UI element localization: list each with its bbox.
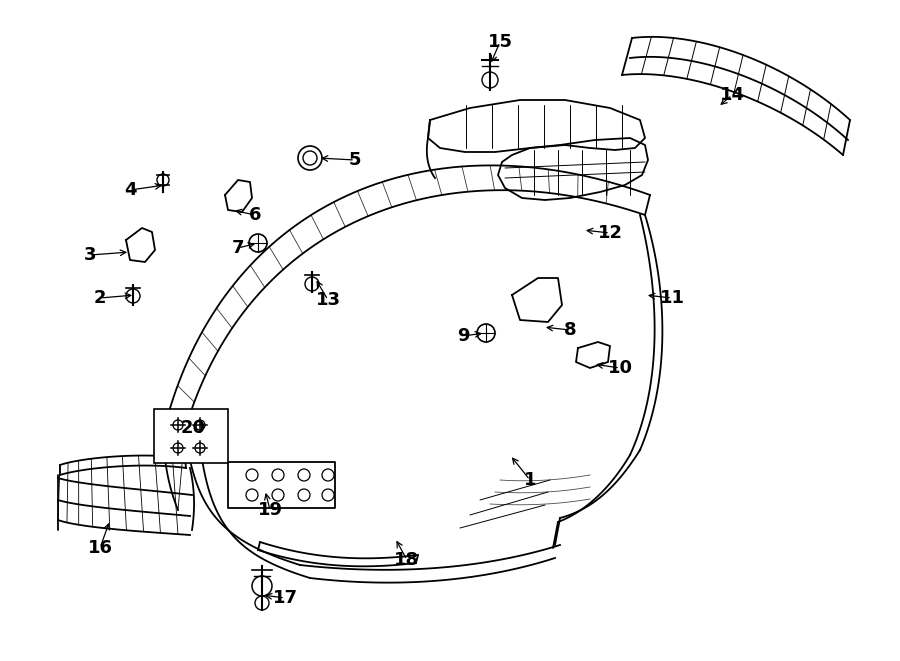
Text: 15: 15 [488,33,512,51]
Text: 5: 5 [349,151,361,169]
Text: 3: 3 [84,246,96,264]
Text: 11: 11 [660,289,685,307]
FancyBboxPatch shape [154,409,228,463]
Text: 17: 17 [273,589,298,607]
Text: 8: 8 [563,321,576,339]
Text: 2: 2 [94,289,106,307]
Text: 18: 18 [394,551,419,569]
Text: 14: 14 [719,86,744,104]
Text: 20: 20 [181,419,205,437]
Text: 7: 7 [232,239,244,257]
Text: 13: 13 [316,291,340,309]
Text: 12: 12 [598,224,623,242]
Text: 4: 4 [124,181,136,199]
Text: 1: 1 [524,471,536,489]
Text: 16: 16 [87,539,112,557]
Text: 19: 19 [257,501,283,519]
Text: 10: 10 [608,359,633,377]
Text: 9: 9 [456,327,469,345]
Text: 6: 6 [248,206,261,224]
